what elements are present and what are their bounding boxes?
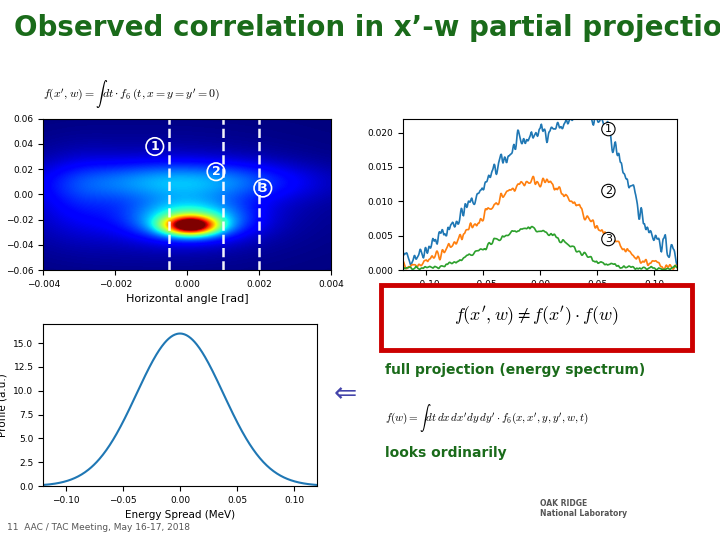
Text: 11  AAC / TAC Meeting, May 16-17, 2018: 11 AAC / TAC Meeting, May 16-17, 2018 xyxy=(7,523,190,532)
Text: full projection (energy spectrum): full projection (energy spectrum) xyxy=(385,363,645,377)
Text: $f(w) = \int dt\,dx\,dx'dy\,dy' \cdot f_6(x,x',y,y',w,t)$: $f(w) = \int dt\,dx\,dx'dy\,dy' \cdot f_… xyxy=(385,402,589,434)
Text: 1: 1 xyxy=(605,124,612,134)
X-axis label: Energy Spread (MeV): Energy Spread (MeV) xyxy=(485,294,595,304)
Text: $f(x',w) = \int dt \cdot f_6\,(t, x=y=y'=0)$: $f(x',w) = \int dt \cdot f_6\,(t, x=y=y'… xyxy=(43,78,220,110)
Text: $f(x',w) \neq f(x') \cdot f(w)$: $f(x',w) \neq f(x') \cdot f(w)$ xyxy=(454,304,619,328)
Text: 1: 1 xyxy=(150,140,159,153)
Y-axis label: Profile (a.u.): Profile (a.u.) xyxy=(0,373,8,437)
Text: 3: 3 xyxy=(258,181,267,194)
Text: Observed correlation in x’-w partial projection: Observed correlation in x’-w partial pro… xyxy=(14,14,720,42)
Text: 2: 2 xyxy=(212,165,220,178)
Text: 3: 3 xyxy=(605,234,612,244)
Text: looks ordinarily: looks ordinarily xyxy=(385,446,507,460)
X-axis label: Energy Spread (MeV): Energy Spread (MeV) xyxy=(125,510,235,520)
Text: OAK RIDGE
National Laboratory: OAK RIDGE National Laboratory xyxy=(540,499,627,518)
Text: 2: 2 xyxy=(605,186,612,196)
X-axis label: Horizontal angle [rad]: Horizontal angle [rad] xyxy=(126,294,248,304)
Text: ⇐: ⇐ xyxy=(334,380,357,408)
FancyBboxPatch shape xyxy=(381,285,692,350)
